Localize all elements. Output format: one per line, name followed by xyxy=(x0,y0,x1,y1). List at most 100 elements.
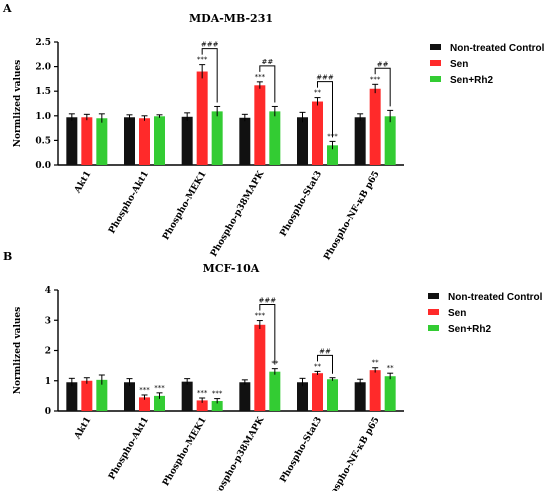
bar-non-treated-control xyxy=(181,381,193,411)
bracket-label: ## xyxy=(377,60,389,68)
x-tick-label: Phospho-Akt1 xyxy=(107,170,151,236)
bracket-label: ### xyxy=(201,41,219,49)
significance-label: *** xyxy=(197,56,208,64)
bar-sen xyxy=(139,118,150,165)
bar-non-treated-control xyxy=(181,116,193,165)
bar-sen-rh2 xyxy=(327,145,338,165)
significance-label: ** xyxy=(314,89,322,97)
significance-label: *** xyxy=(370,75,381,83)
significance-label: ** xyxy=(314,362,322,370)
legend-swatch xyxy=(428,293,439,299)
y-tick-label: 0 xyxy=(45,407,51,417)
x-tick-label: Phospho-p38MAPK xyxy=(209,168,267,258)
legend-entry: Non-treated Control xyxy=(448,292,543,303)
significance-label: *** xyxy=(255,73,266,81)
y-tick-label: 2.0 xyxy=(35,63,51,73)
y-axis-label: Normlized values xyxy=(13,60,23,147)
bar-non-treated-control xyxy=(297,382,308,411)
legend-swatch xyxy=(430,44,441,50)
bar-non-treated-control xyxy=(124,117,135,165)
y-tick-label: 1.5 xyxy=(35,87,51,97)
x-tick-label: Phospho-NF-κB p65 xyxy=(322,170,381,263)
y-axis-label: Normlized values xyxy=(13,307,23,394)
bar-non-treated-control xyxy=(66,117,78,165)
significance-label: *** xyxy=(197,389,208,397)
bar-sen xyxy=(196,71,208,165)
legend-entry: Non-treated Control xyxy=(450,43,545,54)
legend-swatch xyxy=(430,60,441,66)
legend-swatch xyxy=(428,325,439,331)
y-tick-label: 1.0 xyxy=(35,112,51,122)
bar-non-treated-control xyxy=(354,117,366,165)
x-tick-label: Phospho-Stat3 xyxy=(279,170,325,239)
bar-sen xyxy=(81,117,93,165)
significance-label: *** xyxy=(154,384,165,392)
bar-non-treated-control xyxy=(124,382,135,411)
bar-sen xyxy=(139,397,150,411)
significance-bracket xyxy=(201,48,218,103)
bar-non-treated-control xyxy=(66,382,78,411)
x-tick-label: Phospho-MEK1 xyxy=(161,416,209,488)
bar-sen-rh2 xyxy=(96,379,108,411)
bar-non-treated-control xyxy=(239,382,251,411)
bar-non-treated-control xyxy=(354,382,366,411)
bar-sen-rh2 xyxy=(154,395,165,411)
bar-sen-rh2 xyxy=(211,401,223,411)
bar-non-treated-control xyxy=(297,117,308,165)
bar-sen xyxy=(254,85,266,165)
bar-sen-rh2 xyxy=(154,116,165,165)
legend-entry: Sen+Rh2 xyxy=(450,75,494,86)
x-tick-label: Phospho-Akt1 xyxy=(107,416,151,482)
legend-entry: Sen xyxy=(448,308,466,319)
bar-sen-rh2 xyxy=(384,376,396,411)
bar-sen xyxy=(369,370,381,411)
bar-sen xyxy=(369,88,381,165)
significance-bracket xyxy=(317,354,333,374)
bar-sen xyxy=(81,380,93,411)
y-tick-label: 3 xyxy=(45,316,51,326)
y-tick-label: 1 xyxy=(45,377,51,387)
bar-sen-rh2 xyxy=(211,111,223,165)
bar-sen xyxy=(254,324,266,411)
x-tick-label: Phospho-p38MAPK xyxy=(209,414,267,491)
bar-sen-rh2 xyxy=(96,118,108,165)
significance-bracket xyxy=(259,65,276,103)
bracket-label: ### xyxy=(316,74,334,82)
y-tick-label: 2 xyxy=(45,347,51,357)
bar-sen xyxy=(312,373,323,411)
y-tick-label: 2.5 xyxy=(35,38,51,48)
chart-title: MCF-10A xyxy=(203,262,260,275)
bar-sen xyxy=(196,400,208,411)
chart-panel-a: A MDA-MB-231 Normlized values 0.0 0.5 1.0 1.5 2… xyxy=(2,2,545,262)
significance-label: *** xyxy=(255,312,266,320)
y-tick-label: 0.5 xyxy=(35,136,51,146)
significance-bracket xyxy=(259,304,276,365)
significance-label: *** xyxy=(139,386,150,394)
legend-entry: Sen+Rh2 xyxy=(448,324,492,335)
bar-sen-rh2 xyxy=(269,371,281,411)
significance-bracket xyxy=(317,81,333,138)
panel-letter: B xyxy=(3,250,12,263)
bar-sen-rh2 xyxy=(269,111,281,165)
y-tick-label: 0.0 xyxy=(35,161,51,171)
x-tick-label: Phospho-Stat3 xyxy=(279,416,325,485)
bracket-label: ## xyxy=(319,347,331,355)
legend-swatch xyxy=(430,76,441,82)
bar-sen-rh2 xyxy=(327,379,338,411)
bar-non-treated-control xyxy=(239,117,251,165)
x-tick-label: Phospho-NF-κB p65 xyxy=(322,416,381,491)
bracket-label: ## xyxy=(261,58,273,66)
significance-label: ** xyxy=(387,364,395,372)
x-tick-label: Akt1 xyxy=(72,170,93,196)
bracket-label: ### xyxy=(259,297,277,305)
significance-bracket xyxy=(374,67,391,107)
x-tick-label: Akt1 xyxy=(72,416,93,442)
significance-label: *** xyxy=(212,390,223,398)
legend-swatch xyxy=(428,309,439,315)
chart-title: MDA-MB-231 xyxy=(189,12,273,25)
y-tick-label: 4 xyxy=(45,286,51,296)
legend-entry: Sen xyxy=(450,59,468,70)
bar-sen xyxy=(312,101,323,165)
significance-label: ** xyxy=(372,359,380,367)
x-tick-label: Phospho-MEK1 xyxy=(161,170,209,242)
